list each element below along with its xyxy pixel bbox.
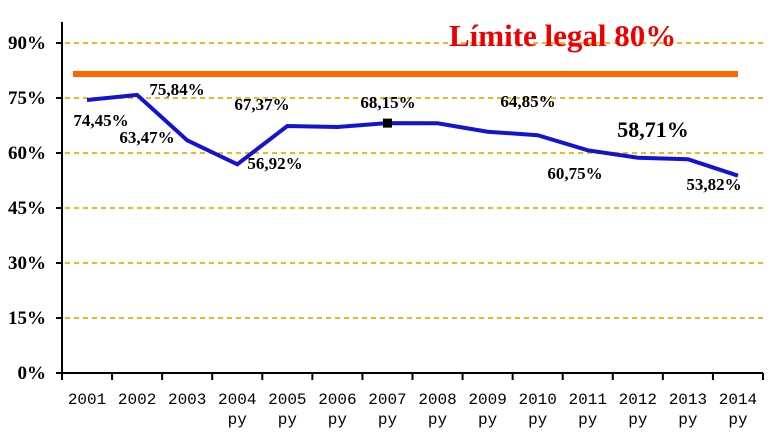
x-tick-sub-label: py	[528, 411, 548, 429]
x-tick-label: 2010	[518, 391, 556, 409]
point-label: 67,37%	[234, 95, 289, 114]
x-tick-label: 2011	[569, 391, 607, 409]
x-tick-label: 2006	[318, 391, 356, 409]
point-label: 58,71%	[617, 117, 689, 142]
chart-title: Límite legal 80%	[449, 18, 677, 53]
y-tick-label: 60%	[8, 143, 46, 164]
x-tick-label: 2005	[268, 391, 306, 409]
x-tick-label: 2009	[468, 391, 506, 409]
point-label: 60,75%	[547, 164, 602, 183]
point-label: 56,92%	[247, 154, 302, 173]
data-line	[86, 92, 739, 178]
x-tick-sub-label: py	[278, 411, 298, 429]
point-label: 53,82%	[686, 175, 741, 194]
y-tick-label: 15%	[8, 308, 46, 329]
point-label: 74,45%	[73, 111, 128, 130]
data-point-marker	[382, 118, 392, 128]
x-tick-sub-label: py	[478, 411, 498, 429]
x-tick-sub-label: py	[628, 411, 648, 429]
x-tick-sub-label: py	[328, 411, 348, 429]
x-tick-sub-label: py	[678, 411, 698, 429]
x-tick-sub-label: py	[428, 411, 448, 429]
point-label: 63,47%	[119, 128, 174, 147]
y-tick-label: 45%	[8, 198, 46, 219]
y-tick-label: 30%	[8, 253, 46, 274]
x-tick-label: 2013	[669, 391, 707, 409]
x-tick-label: 2014	[719, 391, 757, 409]
x-tick-sub-label: py	[728, 411, 748, 429]
x-tick-label: 2008	[418, 391, 456, 409]
x-tick-sub-label: py	[228, 411, 248, 429]
x-tick-label: 2003	[168, 391, 206, 409]
x-tick-label: 2001	[68, 391, 106, 409]
x-tick-label: 2002	[118, 391, 156, 409]
x-tick-sub-label: py	[578, 411, 598, 429]
y-tick-label: 90%	[8, 33, 46, 54]
x-tick-label: 2012	[619, 391, 657, 409]
x-tick-sub-label: py	[378, 411, 398, 429]
x-tick-label: 2007	[368, 391, 406, 409]
x-tick-label: 2004	[218, 391, 256, 409]
y-tick-label: 75%	[8, 88, 46, 109]
point-label: 64,85%	[500, 92, 555, 111]
y-tick-label: 0%	[18, 363, 47, 384]
point-label: 75,84%	[149, 80, 204, 99]
point-label: 68,15%	[360, 93, 415, 112]
